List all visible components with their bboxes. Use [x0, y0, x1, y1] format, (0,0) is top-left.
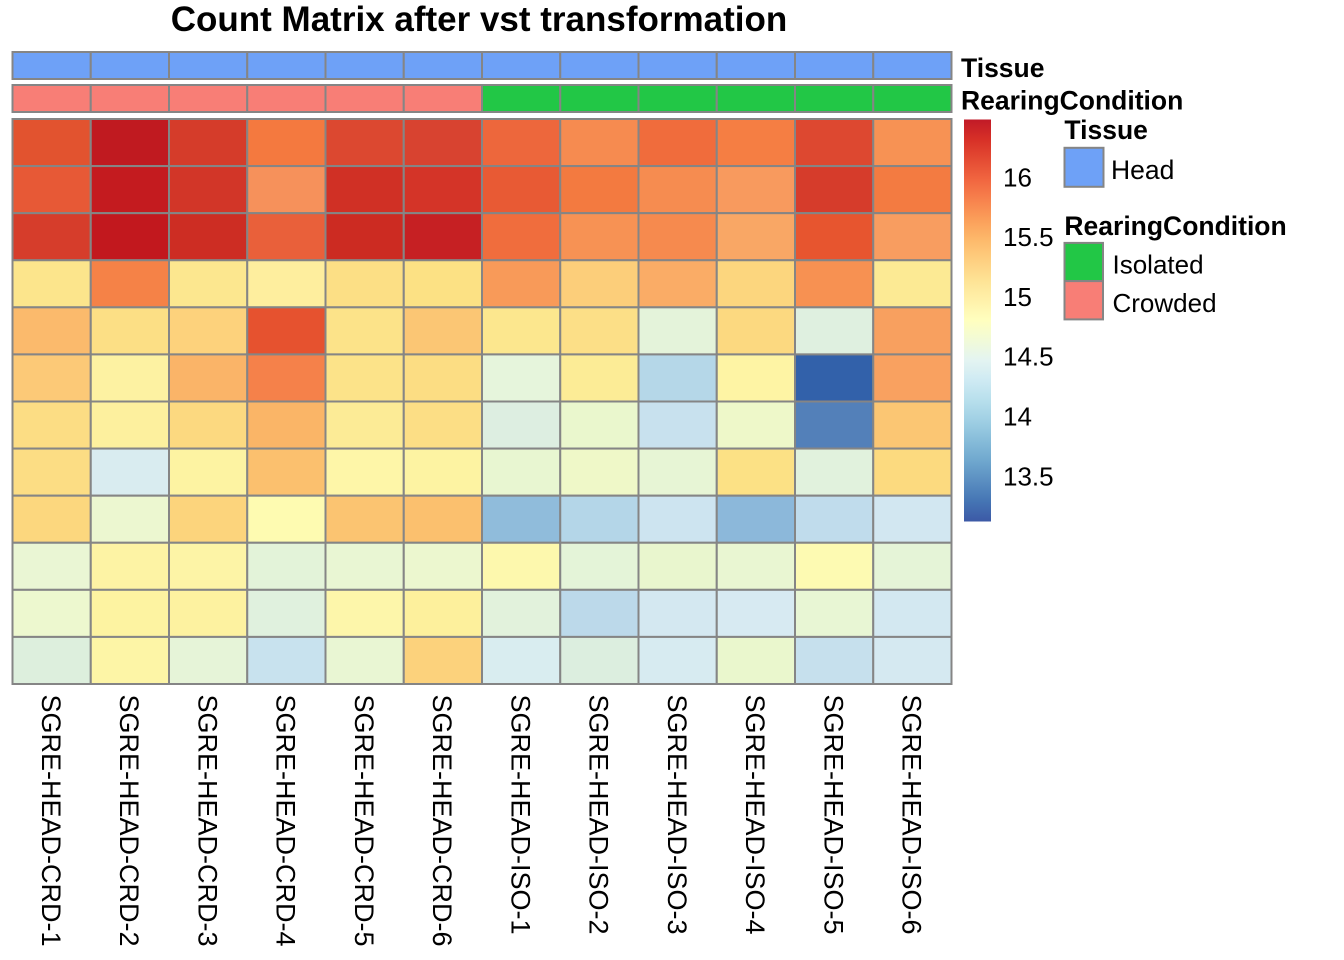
svg-text:14: 14	[1003, 402, 1032, 432]
svg-text:SGRE-HEAD-ISO-1: SGRE-HEAD-ISO-1	[505, 695, 535, 935]
svg-text:Tissue: Tissue	[961, 53, 1044, 83]
svg-text:13.5: 13.5	[1003, 461, 1054, 491]
svg-text:15.5: 15.5	[1003, 222, 1054, 252]
svg-text:SGRE-HEAD-CRD-2: SGRE-HEAD-CRD-2	[114, 695, 144, 947]
svg-text:Isolated: Isolated	[1113, 249, 1204, 279]
svg-text:Head: Head	[1111, 155, 1174, 185]
svg-text:SGRE-HEAD-CRD-3: SGRE-HEAD-CRD-3	[192, 695, 222, 947]
svg-text:RearingCondition: RearingCondition	[961, 86, 1183, 116]
svg-text:SGRE-HEAD-ISO-2: SGRE-HEAD-ISO-2	[584, 695, 614, 935]
svg-text:RearingCondition: RearingCondition	[1064, 211, 1286, 241]
svg-text:SGRE-HEAD-ISO-4: SGRE-HEAD-ISO-4	[740, 695, 770, 935]
svg-text:15: 15	[1003, 282, 1032, 312]
svg-text:Tissue: Tissue	[1064, 115, 1147, 145]
svg-text:16: 16	[1003, 162, 1032, 192]
svg-text:SGRE-HEAD-CRD-4: SGRE-HEAD-CRD-4	[271, 695, 301, 947]
svg-text:Count Matrix after vst transfo: Count Matrix after vst transformation	[171, 0, 787, 39]
svg-text:SGRE-HEAD-CRD-6: SGRE-HEAD-CRD-6	[427, 695, 457, 947]
svg-text:14.5: 14.5	[1003, 342, 1054, 372]
svg-text:Crowded: Crowded	[1113, 288, 1217, 318]
svg-text:SGRE-HEAD-ISO-5: SGRE-HEAD-ISO-5	[818, 695, 848, 935]
svg-text:SGRE-HEAD-ISO-3: SGRE-HEAD-ISO-3	[662, 695, 692, 935]
svg-text:SGRE-HEAD-CRD-5: SGRE-HEAD-CRD-5	[349, 695, 379, 947]
svg-text:SGRE-HEAD-ISO-6: SGRE-HEAD-ISO-6	[897, 695, 927, 935]
svg-text:SGRE-HEAD-CRD-1: SGRE-HEAD-CRD-1	[36, 695, 66, 947]
